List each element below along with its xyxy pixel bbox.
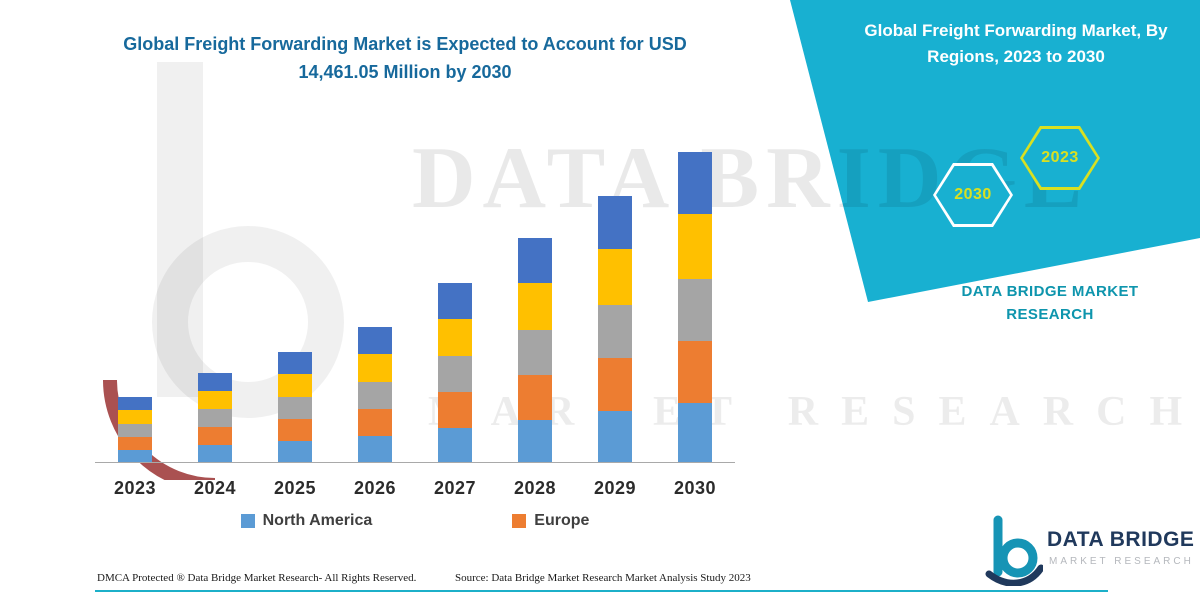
legend-item-europe: Europe [512,512,589,530]
side-panel-title: Global Freight Forwarding Market, By Reg… [864,21,1168,66]
bar-segment-2027-europe [438,392,472,428]
plot-area [95,150,735,463]
bar-segment-2026-series-gray [358,382,392,409]
bar-segment-2029-europe [598,358,632,411]
stacked-bar-2028 [518,238,552,462]
bar-segment-2024-series-gray [198,409,232,427]
x-axis-label-2025: 2025 [273,478,317,498]
x-axis-label-2024: 2024 [193,478,237,498]
stacked-bar-2029 [598,196,632,462]
bar-slot-2024 [175,150,255,462]
bar-segment-2024-europe [198,427,232,445]
bar-segment-2028-north-america [518,420,552,462]
hexagon-badge-2023-label: 2023 [1023,129,1097,187]
footer-dmca-text: DMCA Protected ® Data Bridge Market Rese… [97,572,417,584]
bar-slot-2025 [255,150,335,462]
footer-divider-line [95,590,1108,592]
bar-segment-2023-europe [118,437,152,450]
bar-segment-2024-series-royal-blue [198,373,232,391]
stacked-bar-2024 [198,373,232,462]
bar-slot-2028 [495,150,575,462]
bar-slot-2026 [335,150,415,462]
bar-segment-2027-series-yellow [438,319,472,356]
bar-segment-2027-series-royal-blue [438,283,472,319]
logo-subtext: MARKET RESEARCH [1049,556,1194,567]
chart-legend: North America Europe [95,512,735,530]
x-axis-label-2029: 2029 [593,478,637,498]
legend-item-north-america: North America [240,512,373,530]
legend-swatch [512,514,527,528]
hexagon-badge-2030-label: 2030 [936,166,1010,224]
bar-segment-2029-series-gray [598,305,632,358]
bar-segment-2026-europe [358,409,392,436]
bar-segment-2025-series-yellow [278,374,312,397]
footer-source-text: Source: Data Bridge Market Research Mark… [455,572,751,584]
bar-segment-2023-series-yellow [118,410,152,424]
x-axis-label-2027: 2027 [433,478,477,498]
bar-segment-2027-series-gray [438,356,472,392]
bar-segment-2023-north-america [118,450,152,462]
x-axis-label-2028: 2028 [513,478,557,498]
data-bridge-logo: DATA BRIDGE MARKET RESEARCH [985,512,1194,587]
data-bridge-logo-icon [985,515,1043,586]
stacked-bar-2023 [118,397,152,462]
bar-segment-2023-series-gray [118,424,152,437]
bar-segment-2030-series-royal-blue [678,152,712,214]
x-axis-label-2026: 2026 [353,478,397,498]
bar-segment-2028-series-gray [518,330,552,375]
x-axis-labels: 2023 2024 2025 2026 2027 2028 2029 2030 [95,478,735,499]
brand-text: DATA BRIDGE MARKET RESEARCH [961,283,1139,323]
bar-segment-2026-north-america [358,436,392,462]
bar-slot-2030 [655,150,735,462]
legend-label: North America [262,512,373,529]
bar-segment-2024-north-america [198,445,232,462]
stacked-bar-2025 [278,352,312,462]
bar-segment-2030-north-america [678,403,712,462]
bar-segment-2027-north-america [438,428,472,462]
bar-segment-2029-series-yellow [598,249,632,305]
legend-label: Europe [534,512,590,529]
x-axis-label-2023: 2023 [113,478,157,498]
bar-slot-2027 [415,150,495,462]
bar-segment-2030-series-gray [678,279,712,341]
bar-segment-2030-europe [678,341,712,403]
bar-segment-2025-series-royal-blue [278,352,312,374]
bar-segment-2026-series-royal-blue [358,327,392,354]
legend-swatch [240,514,255,528]
hexagon-badge-2023: 2023 [1020,126,1100,190]
bar-segment-2028-series-royal-blue [518,238,552,283]
x-axis-label-2030: 2030 [673,478,717,498]
bar-slot-2029 [575,150,655,462]
logo-name: DATA BRIDGE [1047,528,1195,551]
bar-segment-2028-series-yellow [518,283,552,330]
stacked-bar-2027 [438,283,472,462]
bar-segment-2029-north-america [598,411,632,462]
bar-segment-2023-series-royal-blue [118,397,152,410]
bar-slot-2023 [95,150,175,462]
bar-segment-2025-series-gray [278,397,312,419]
bar-segment-2025-europe [278,419,312,441]
bar-segment-2024-series-yellow [198,391,232,409]
chart-title: Global Freight Forwarding Market is Expe… [123,34,687,82]
bar-segment-2030-series-yellow [678,214,712,279]
bar-segment-2029-series-royal-blue [598,196,632,249]
bar-segment-2025-north-america [278,441,312,462]
bar-segment-2028-europe [518,375,552,420]
bar-segment-2026-series-yellow [358,354,392,382]
stacked-bar-2026 [358,327,392,462]
stacked-bar-2030 [678,152,712,462]
